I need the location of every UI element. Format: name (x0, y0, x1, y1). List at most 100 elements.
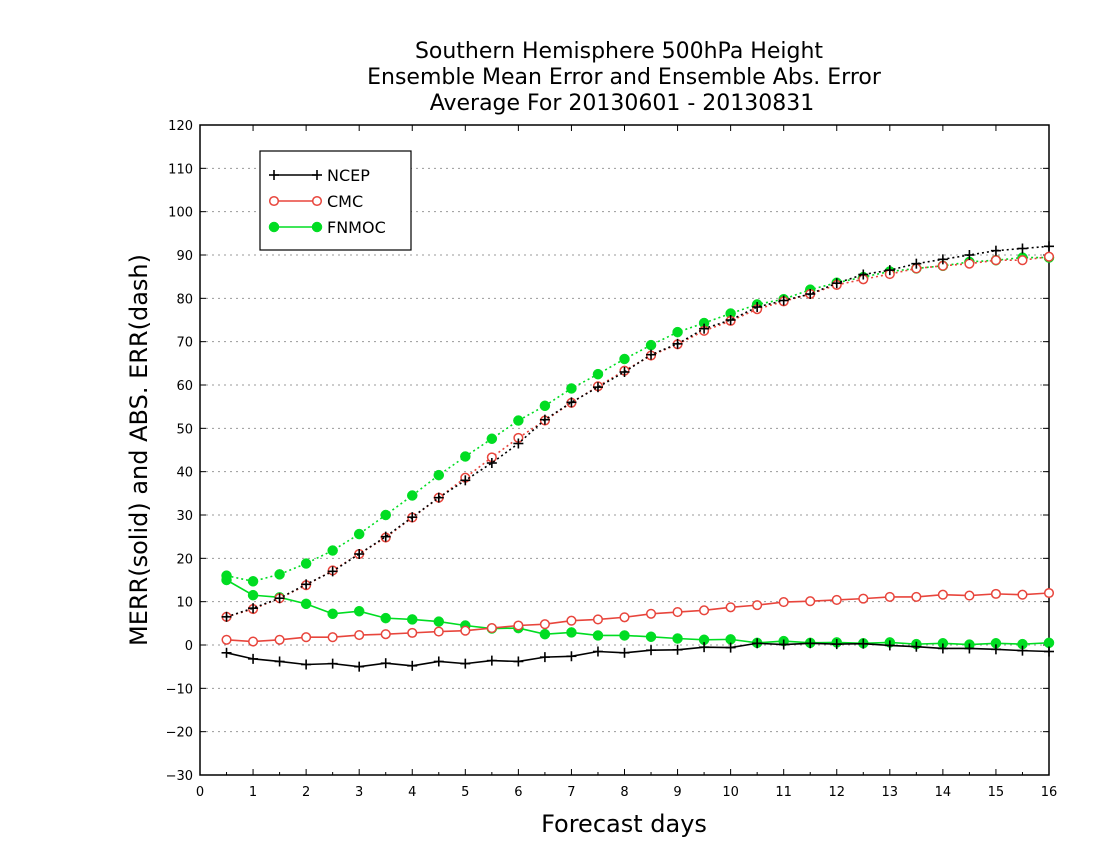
point-ncep-abs-err (1044, 241, 1054, 252)
point-ncep-abs-err (858, 269, 869, 280)
point-cmc-abs-err (1017, 255, 1028, 266)
point-cmc-merr (248, 636, 259, 647)
x-tick-label: 4 (408, 785, 416, 800)
point-fnmoc-merr (380, 612, 391, 624)
x-tick-label: 9 (673, 785, 681, 800)
point-cmc-merr (725, 602, 736, 613)
point-cmc-merr (990, 588, 1001, 599)
chart-title-line-2: Ensemble Mean Error and Ensemble Abs. Er… (367, 65, 882, 90)
point-fnmoc-merr (327, 608, 338, 620)
x-tick-label: 5 (461, 785, 469, 800)
point-cmc-merr (805, 596, 816, 607)
series-line-cmc-abs-err (226, 255, 1050, 618)
x-tick-label: 14 (935, 785, 952, 800)
point-ncep-abs-err (513, 438, 524, 449)
point-ncep-abs-err (672, 338, 683, 349)
point-ncep-abs-err (592, 382, 603, 393)
point-cmc-merr (884, 591, 895, 602)
point-cmc-merr (752, 600, 763, 611)
legend: NCEP CMC FNMOC (259, 150, 412, 251)
point-ncep-abs-err (990, 245, 1001, 256)
y-tick-label: −30 (166, 769, 193, 784)
point-ncep-merr (248, 653, 259, 664)
point-ncep-abs-err (1017, 243, 1028, 254)
legend-marker-cmc (268, 195, 280, 207)
legend-marker-ncep (269, 170, 279, 180)
x-tick-label: 10 (722, 785, 739, 800)
point-fnmoc-merr (1043, 637, 1055, 649)
y-tick-label: 10 (176, 596, 193, 611)
point-cmc-merr (1017, 589, 1028, 600)
point-fnmoc-abs-err (380, 509, 391, 521)
series-line-fnmoc-merr (226, 579, 1050, 646)
point-cmc-merr (1043, 587, 1055, 599)
x-tick-label: 7 (567, 785, 575, 800)
point-ncep-merr (566, 651, 577, 662)
y-tick-label: 70 (176, 336, 193, 351)
y-tick-label: 20 (176, 552, 193, 567)
legend-label-fnmoc: FNMOC (327, 218, 386, 237)
point-ncep-abs-err (486, 458, 497, 468)
point-ncep-abs-err (805, 289, 816, 299)
point-ncep-merr (1017, 645, 1028, 656)
point-ncep-abs-err (354, 549, 365, 559)
point-fnmoc-abs-err (672, 326, 683, 338)
point-ncep-merr (884, 640, 895, 651)
point-ncep-merr (937, 643, 948, 654)
point-cmc-merr (619, 612, 630, 623)
point-fnmoc-abs-err (327, 545, 338, 556)
y-tick-label: 30 (176, 509, 193, 524)
point-ncep-merr (778, 639, 789, 650)
point-ncep-merr (380, 658, 391, 669)
point-cmc-abs-err (964, 258, 975, 269)
point-ncep-merr (725, 642, 736, 653)
point-cmc-merr (672, 607, 683, 618)
point-fnmoc-merr (645, 631, 657, 643)
point-fnmoc-merr (407, 614, 418, 625)
point-ncep-abs-err (248, 603, 259, 614)
y-tick-label: 80 (176, 292, 193, 307)
point-cmc-merr (937, 589, 948, 600)
point-cmc-merr (592, 614, 604, 625)
point-fnmoc-abs-err (353, 528, 365, 540)
point-ncep-merr (964, 643, 975, 654)
point-fnmoc-abs-err (539, 400, 551, 412)
y-axis-label: MERR(solid) and ABS. ERR(dash) (125, 254, 153, 646)
point-fnmoc-abs-err (274, 569, 285, 580)
point-fnmoc-merr (247, 589, 259, 601)
point-fnmoc-abs-err (460, 451, 471, 462)
point-fnmoc-abs-err (247, 576, 259, 587)
point-ncep-merr (354, 661, 365, 672)
legend-marker-ncep (312, 170, 322, 180)
legend-marker-fnmoc (311, 221, 323, 233)
point-ncep-abs-err (725, 315, 736, 325)
point-cmc-merr (858, 593, 869, 604)
series-line-cmc-merr (226, 592, 1050, 643)
point-cmc-merr (911, 591, 922, 602)
point-cmc-abs-err (990, 255, 1001, 266)
point-fnmoc-abs-err (433, 469, 445, 481)
x-tick-label: 6 (514, 785, 522, 800)
point-cmc-merr (699, 605, 710, 616)
point-cmc-merr (354, 629, 365, 641)
legend-marker-fnmoc (268, 221, 280, 233)
y-tick-label: 120 (168, 119, 193, 134)
point-fnmoc-abs-err (566, 383, 577, 394)
point-fnmoc-merr (592, 630, 604, 641)
point-ncep-merr (486, 655, 497, 666)
point-cmc-merr (831, 594, 842, 605)
point-ncep-merr (646, 645, 657, 656)
point-cmc-merr (645, 608, 657, 619)
x-tick-label: 11 (775, 785, 792, 800)
point-fnmoc-abs-err (592, 368, 604, 380)
point-fnmoc-abs-err (513, 415, 524, 426)
series-plot-area (221, 241, 1055, 672)
point-ncep-abs-err (327, 566, 338, 577)
point-ncep-merr (274, 656, 285, 667)
point-cmc-abs-err (1043, 251, 1055, 262)
point-ncep-merr (911, 641, 922, 652)
y-tick-label: 0 (185, 639, 193, 654)
point-ncep-abs-err (433, 492, 444, 503)
